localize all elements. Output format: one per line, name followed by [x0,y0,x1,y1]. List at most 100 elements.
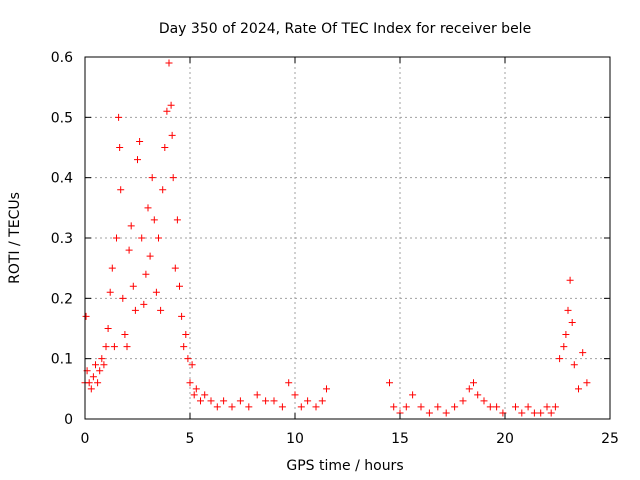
data-point [157,306,165,314]
data-point [125,246,133,254]
data-point [168,131,176,139]
data-point [390,403,398,411]
data-point [180,343,188,351]
data-point [85,379,93,387]
data-point [188,361,196,369]
data-point [291,391,299,399]
data-point [323,385,330,393]
data-point [197,397,204,405]
data-point [104,325,112,332]
data-point [556,355,564,363]
data-point [119,294,127,302]
data-point [182,331,190,339]
data-point [512,403,519,411]
data-point [566,276,574,284]
data-point [163,107,171,115]
data-point [537,409,545,417]
data-point [96,367,104,375]
y-tick-label: 0.5 [51,110,73,126]
data-point [173,216,181,224]
data-point [131,306,139,314]
y-tick-label: 0.6 [51,50,73,66]
data-point [144,204,152,212]
data-point [425,409,433,417]
x-axis-label: GPS time / hours [286,458,403,474]
y-tick-label: 0.4 [51,171,73,187]
data-point [297,403,305,411]
data-point [148,174,156,182]
y-tick-label: 0.2 [51,291,73,307]
data-point [100,361,108,369]
x-tick-label: 10 [286,431,304,447]
data-point [102,343,110,351]
data-point [499,409,507,417]
data-point [146,252,154,260]
data-point [220,397,228,405]
data-point [159,186,167,194]
data-point [171,264,179,272]
data-point [150,216,158,224]
y-tick-labels: 0 0.1 0.2 0.3 0.4 0.5 0.6 [51,50,73,428]
data-point [207,397,215,405]
data-point [186,379,194,387]
data-point [184,355,192,363]
y-axis-label: ROTI / TECUs [7,192,23,284]
data-point [110,343,118,351]
data-point [98,355,106,363]
y-tick-label: 0.1 [51,352,73,368]
data-point [493,403,501,411]
y-tick-label: 0.3 [51,231,73,247]
data-point [417,403,425,411]
data-point [176,282,183,290]
data-point [474,391,482,399]
chart-title: Day 350 of 2024, Rate Of TEC Index for r… [159,21,531,37]
data-point [568,318,576,326]
data-points [81,59,591,417]
data-point [236,397,244,405]
axis-ticks [84,56,611,420]
data-point [486,403,494,411]
data-point [108,264,116,272]
x-tick-label: 15 [391,431,409,447]
data-point [480,397,488,405]
data-point [201,391,209,399]
data-point [312,403,320,411]
data-point [562,331,570,339]
data-point [564,306,572,314]
data-point [465,385,473,393]
data-point [583,379,591,387]
x-tick-label: 25 [601,431,619,447]
data-point [304,397,312,405]
data-point [190,391,198,399]
data-point [178,312,186,320]
data-point [253,391,261,399]
data-point [459,397,467,405]
data-point [386,379,393,387]
data-point [228,403,236,411]
data-point [278,403,286,411]
data-point [142,270,150,278]
data-point [262,397,270,405]
data-point [155,234,162,242]
data-point [547,409,555,417]
data-point [402,403,410,411]
data-point [134,156,141,164]
data-point [570,361,578,369]
data-point [92,361,99,369]
data-point [451,403,459,411]
x-tick-label: 0 [81,431,90,447]
data-point [543,403,551,411]
data-point [121,331,129,339]
data-point [117,186,125,194]
data-point [82,312,90,320]
data-point [136,137,144,145]
data-point [434,403,442,411]
data-point [318,397,326,405]
data-point [87,385,95,393]
data-point [152,288,160,296]
data-point [409,391,417,399]
data-point [551,403,559,411]
data-point [245,403,253,411]
data-point [285,379,293,387]
